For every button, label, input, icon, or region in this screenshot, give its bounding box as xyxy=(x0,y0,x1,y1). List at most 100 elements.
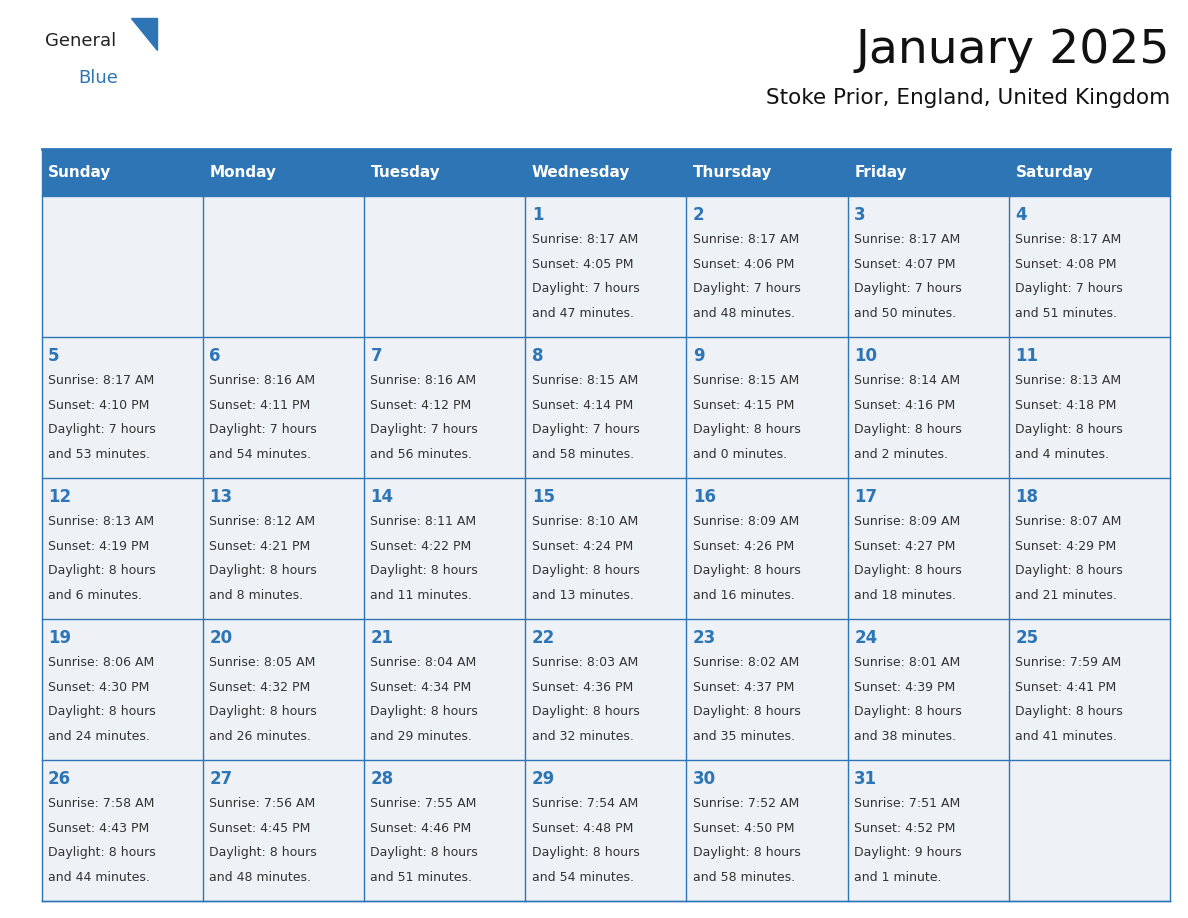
Text: Sunrise: 8:14 AM: Sunrise: 8:14 AM xyxy=(854,375,960,387)
Text: Daylight: 8 hours: Daylight: 8 hours xyxy=(532,846,639,859)
Bar xyxy=(525,196,687,338)
Text: Sunrise: 8:01 AM: Sunrise: 8:01 AM xyxy=(854,656,960,669)
Text: Daylight: 8 hours: Daylight: 8 hours xyxy=(48,705,156,719)
Bar xyxy=(203,478,364,620)
Text: Daylight: 8 hours: Daylight: 8 hours xyxy=(532,565,639,577)
Text: Sunrise: 8:17 AM: Sunrise: 8:17 AM xyxy=(693,233,800,246)
Bar xyxy=(848,620,1009,760)
Text: Daylight: 7 hours: Daylight: 7 hours xyxy=(48,423,156,436)
Bar xyxy=(42,620,203,760)
Text: Sunset: 4:46 PM: Sunset: 4:46 PM xyxy=(371,822,472,834)
Text: Sunrise: 8:17 AM: Sunrise: 8:17 AM xyxy=(1016,233,1121,246)
Text: Sunset: 4:22 PM: Sunset: 4:22 PM xyxy=(371,540,472,553)
Text: Wednesday: Wednesday xyxy=(532,165,630,180)
Text: and 21 minutes.: and 21 minutes. xyxy=(1016,589,1117,602)
Text: Blue: Blue xyxy=(78,69,119,87)
Bar xyxy=(848,196,1009,338)
Text: 17: 17 xyxy=(854,488,877,507)
Text: 9: 9 xyxy=(693,347,704,365)
Text: Sunset: 4:19 PM: Sunset: 4:19 PM xyxy=(48,540,150,553)
Text: and 18 minutes.: and 18 minutes. xyxy=(854,589,956,602)
Bar xyxy=(525,760,687,901)
Text: 6: 6 xyxy=(209,347,221,365)
Text: Daylight: 9 hours: Daylight: 9 hours xyxy=(854,846,962,859)
Text: Sunset: 4:34 PM: Sunset: 4:34 PM xyxy=(371,681,472,694)
Text: Sunrise: 7:52 AM: Sunrise: 7:52 AM xyxy=(693,797,800,810)
Bar xyxy=(364,760,525,901)
Text: 14: 14 xyxy=(371,488,393,507)
Text: Sunrise: 8:07 AM: Sunrise: 8:07 AM xyxy=(1016,515,1121,528)
Text: 10: 10 xyxy=(854,347,877,365)
Text: Sunset: 4:24 PM: Sunset: 4:24 PM xyxy=(532,540,633,553)
Text: Daylight: 7 hours: Daylight: 7 hours xyxy=(693,283,801,296)
Text: 19: 19 xyxy=(48,630,71,647)
Text: Daylight: 7 hours: Daylight: 7 hours xyxy=(371,423,479,436)
Text: Daylight: 8 hours: Daylight: 8 hours xyxy=(1016,705,1123,719)
Text: 18: 18 xyxy=(1016,488,1038,507)
Bar xyxy=(525,620,687,760)
Text: Sunrise: 8:02 AM: Sunrise: 8:02 AM xyxy=(693,656,800,669)
Text: January 2025: January 2025 xyxy=(855,28,1170,73)
Bar xyxy=(203,760,364,901)
Bar xyxy=(364,338,525,478)
Text: and 1 minute.: and 1 minute. xyxy=(854,871,942,884)
Bar xyxy=(848,149,1009,196)
Text: and 6 minutes.: and 6 minutes. xyxy=(48,589,143,602)
Text: 16: 16 xyxy=(693,488,716,507)
Text: 27: 27 xyxy=(209,770,233,789)
Text: Daylight: 8 hours: Daylight: 8 hours xyxy=(371,705,479,719)
Text: 23: 23 xyxy=(693,630,716,647)
Text: Sunset: 4:48 PM: Sunset: 4:48 PM xyxy=(532,822,633,834)
Text: Sunrise: 7:56 AM: Sunrise: 7:56 AM xyxy=(209,797,316,810)
Text: and 32 minutes.: and 32 minutes. xyxy=(532,730,633,744)
Text: and 54 minutes.: and 54 minutes. xyxy=(532,871,633,884)
Text: 30: 30 xyxy=(693,770,716,789)
Text: Sunset: 4:50 PM: Sunset: 4:50 PM xyxy=(693,822,795,834)
Bar xyxy=(848,338,1009,478)
Text: Sunrise: 7:51 AM: Sunrise: 7:51 AM xyxy=(854,797,960,810)
Text: Tuesday: Tuesday xyxy=(371,165,441,180)
Bar xyxy=(525,338,687,478)
Text: and 16 minutes.: and 16 minutes. xyxy=(693,589,795,602)
Text: and 58 minutes.: and 58 minutes. xyxy=(693,871,795,884)
Text: Thursday: Thursday xyxy=(693,165,772,180)
Text: Daylight: 8 hours: Daylight: 8 hours xyxy=(371,846,479,859)
Bar xyxy=(525,478,687,620)
Text: and 58 minutes.: and 58 minutes. xyxy=(532,448,634,461)
Text: Sunrise: 8:09 AM: Sunrise: 8:09 AM xyxy=(693,515,800,528)
Text: and 13 minutes.: and 13 minutes. xyxy=(532,589,633,602)
Text: 29: 29 xyxy=(532,770,555,789)
Bar xyxy=(42,149,203,196)
Bar xyxy=(203,196,364,338)
Text: Sunrise: 7:55 AM: Sunrise: 7:55 AM xyxy=(371,797,476,810)
Bar xyxy=(687,620,848,760)
Text: Sunset: 4:26 PM: Sunset: 4:26 PM xyxy=(693,540,795,553)
Bar xyxy=(687,149,848,196)
Bar xyxy=(42,760,203,901)
Text: 31: 31 xyxy=(854,770,877,789)
Text: 24: 24 xyxy=(854,630,878,647)
Bar xyxy=(687,760,848,901)
Text: Sunset: 4:05 PM: Sunset: 4:05 PM xyxy=(532,258,633,271)
Text: and 24 minutes.: and 24 minutes. xyxy=(48,730,150,744)
Text: Daylight: 8 hours: Daylight: 8 hours xyxy=(1016,423,1123,436)
Text: Daylight: 7 hours: Daylight: 7 hours xyxy=(1016,283,1123,296)
Text: Daylight: 8 hours: Daylight: 8 hours xyxy=(854,705,962,719)
Text: Daylight: 8 hours: Daylight: 8 hours xyxy=(48,565,156,577)
Bar xyxy=(1009,760,1170,901)
Text: 21: 21 xyxy=(371,630,393,647)
Text: 25: 25 xyxy=(1016,630,1038,647)
Text: Sunset: 4:52 PM: Sunset: 4:52 PM xyxy=(854,822,955,834)
Text: Sunset: 4:32 PM: Sunset: 4:32 PM xyxy=(209,681,310,694)
Text: Daylight: 7 hours: Daylight: 7 hours xyxy=(854,283,962,296)
Text: Sunrise: 8:06 AM: Sunrise: 8:06 AM xyxy=(48,656,154,669)
Text: Sunrise: 7:58 AM: Sunrise: 7:58 AM xyxy=(48,797,154,810)
Text: Daylight: 8 hours: Daylight: 8 hours xyxy=(209,846,317,859)
Text: Sunrise: 7:54 AM: Sunrise: 7:54 AM xyxy=(532,797,638,810)
Text: Sunrise: 8:03 AM: Sunrise: 8:03 AM xyxy=(532,656,638,669)
Text: Sunset: 4:30 PM: Sunset: 4:30 PM xyxy=(48,681,150,694)
Text: Sunrise: 8:09 AM: Sunrise: 8:09 AM xyxy=(854,515,960,528)
Bar xyxy=(687,338,848,478)
Text: and 11 minutes.: and 11 minutes. xyxy=(371,589,473,602)
Text: Sunrise: 8:13 AM: Sunrise: 8:13 AM xyxy=(48,515,154,528)
